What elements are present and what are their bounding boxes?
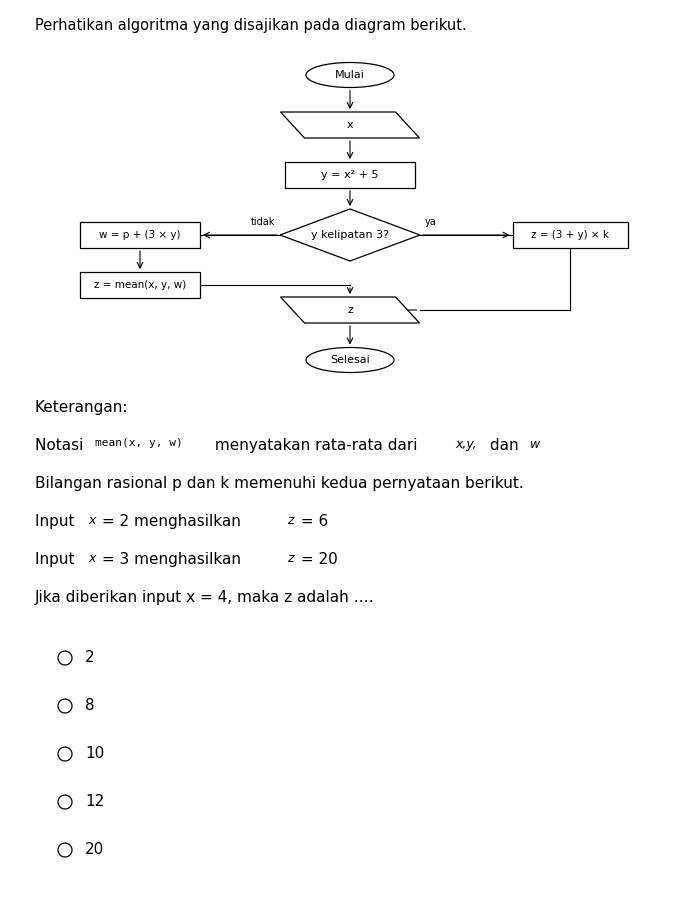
Text: z: z <box>287 514 293 527</box>
Text: x: x <box>88 514 95 527</box>
Text: Jika diberikan input x = 4, maka z adalah ….: Jika diberikan input x = 4, maka z adala… <box>35 590 375 605</box>
Text: = 3 menghasilkan: = 3 menghasilkan <box>97 552 246 567</box>
Text: dan: dan <box>485 438 524 453</box>
Text: Notasi: Notasi <box>35 438 88 453</box>
Text: z = (3 + y) × k: z = (3 + y) × k <box>531 230 609 240</box>
Ellipse shape <box>306 63 394 88</box>
Ellipse shape <box>306 347 394 372</box>
Text: = 6: = 6 <box>296 514 328 529</box>
Text: = 2 menghasilkan: = 2 menghasilkan <box>97 514 246 529</box>
Text: Keterangan:: Keterangan: <box>35 400 129 415</box>
Text: 20: 20 <box>85 842 104 857</box>
Text: Selesai: Selesai <box>330 355 370 365</box>
Text: Bilangan rasional p dan k memenuhi kedua pernyataan berikut.: Bilangan rasional p dan k memenuhi kedua… <box>35 476 524 491</box>
FancyBboxPatch shape <box>80 272 200 298</box>
Text: x: x <box>346 120 354 130</box>
Text: 12: 12 <box>85 794 104 809</box>
FancyBboxPatch shape <box>512 222 627 248</box>
Text: Perhatikan algoritma yang disajikan pada diagram berikut.: Perhatikan algoritma yang disajikan pada… <box>35 18 467 33</box>
Text: y kelipatan 3?: y kelipatan 3? <box>311 230 389 240</box>
Text: = 20: = 20 <box>296 552 337 567</box>
Text: menyatakan rata-rata dari: menyatakan rata-rata dari <box>210 438 422 453</box>
Text: 2: 2 <box>85 650 95 665</box>
Text: Mulai: Mulai <box>335 70 365 80</box>
Text: x: x <box>88 552 95 565</box>
FancyBboxPatch shape <box>285 162 415 188</box>
Text: w = p + (3 × y): w = p + (3 × y) <box>99 230 181 240</box>
Text: ya: ya <box>425 217 437 227</box>
Text: z = mean(x, y, w): z = mean(x, y, w) <box>94 280 186 290</box>
Text: x,y,: x,y, <box>455 438 477 451</box>
Polygon shape <box>281 297 419 323</box>
Polygon shape <box>280 209 420 261</box>
Text: 8: 8 <box>85 698 95 713</box>
Text: z: z <box>287 552 293 565</box>
Text: tidak: tidak <box>251 217 275 227</box>
Text: z: z <box>347 305 353 315</box>
FancyBboxPatch shape <box>80 222 200 248</box>
Text: Input: Input <box>35 552 79 567</box>
Text: mean(x, y, w): mean(x, y, w) <box>95 438 183 448</box>
Text: y = x² + 5: y = x² + 5 <box>321 170 379 180</box>
Text: w: w <box>530 438 540 451</box>
Text: 10: 10 <box>85 746 104 761</box>
Polygon shape <box>281 112 419 138</box>
Text: Input: Input <box>35 514 79 529</box>
